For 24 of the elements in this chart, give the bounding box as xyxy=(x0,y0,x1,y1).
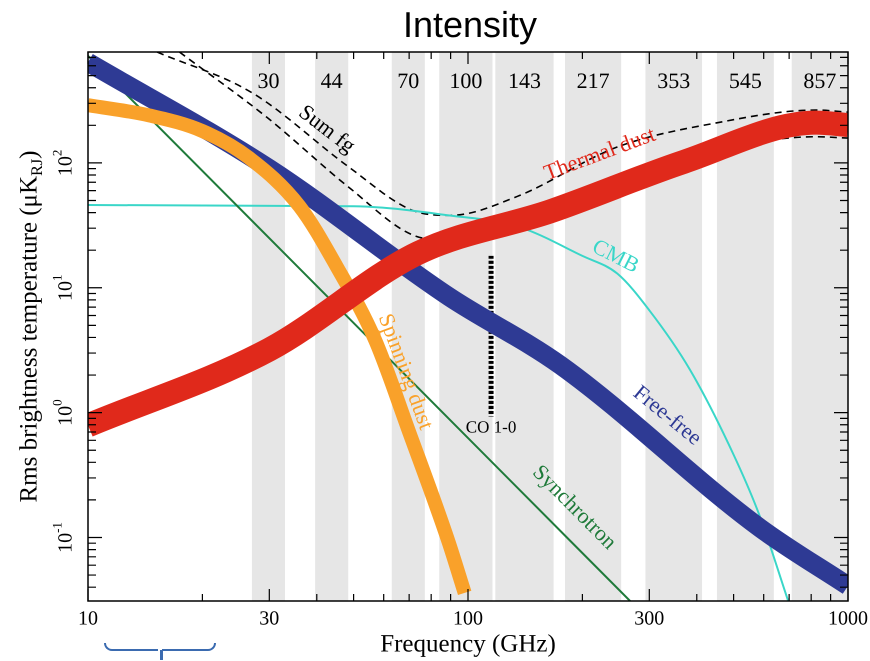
y-axis-title: Rms brightness temperature (μKRJ) xyxy=(16,150,46,503)
x-tick-label: 10 xyxy=(78,607,98,630)
y-tick-label: 10-1 xyxy=(49,522,76,553)
y-tick-label: 102 xyxy=(49,150,76,176)
band-label: 30 xyxy=(257,68,280,93)
band-label: 70 xyxy=(397,68,420,93)
band-label: 44 xyxy=(320,68,343,93)
band-label: 353 xyxy=(657,68,690,93)
band-label: 857 xyxy=(803,68,836,93)
band-label: 100 xyxy=(449,68,482,93)
x-tick-label: 30 xyxy=(259,607,280,630)
text: Sum fg xyxy=(294,98,361,158)
band-label: 143 xyxy=(508,68,541,93)
x-tick-label: 300 xyxy=(634,607,664,630)
chart-title: Intensity xyxy=(402,4,538,45)
x-tick-label: 100 xyxy=(453,607,483,630)
x-axis-title: Frequency (GHz) xyxy=(380,630,556,658)
band-label: 217 xyxy=(576,68,610,93)
y-tick-label: 101 xyxy=(49,274,76,302)
series-label: CO 1-0 xyxy=(466,418,516,437)
x-tick-label: 1000 xyxy=(828,607,868,630)
y-tick-label: 100 xyxy=(49,399,76,426)
text: CMB xyxy=(588,233,644,278)
band-label: 545 xyxy=(728,68,762,93)
